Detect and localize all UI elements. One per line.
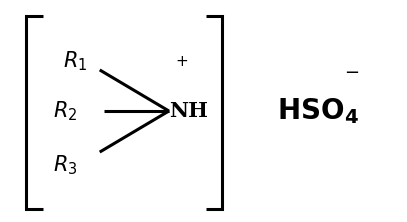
Text: $R_3$: $R_3$: [53, 154, 77, 177]
Text: $+$: $+$: [175, 55, 188, 69]
Text: $\mathbf{HSO_4}$: $\mathbf{HSO_4}$: [277, 96, 359, 126]
Text: $R_1$: $R_1$: [63, 49, 88, 73]
Text: $-$: $-$: [344, 62, 359, 80]
Text: NH: NH: [169, 101, 208, 121]
Text: $R_2$: $R_2$: [53, 99, 77, 123]
